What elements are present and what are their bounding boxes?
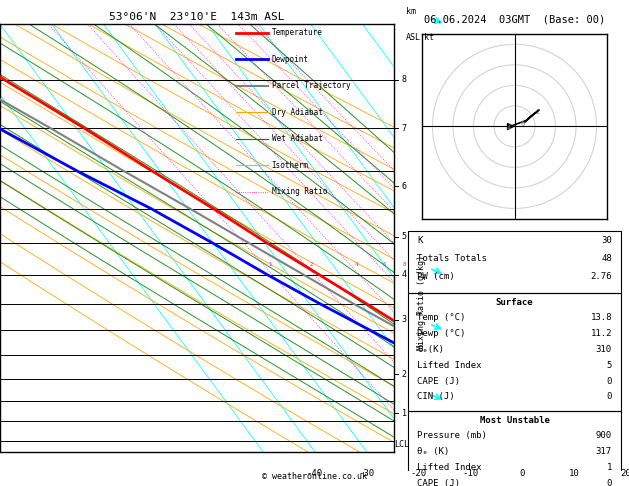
Text: 13.8: 13.8 xyxy=(591,313,612,323)
Text: 10: 10 xyxy=(569,469,579,478)
Text: Mixing Ratio: Mixing Ratio xyxy=(272,188,327,196)
Text: 5: 5 xyxy=(401,232,406,241)
Text: 06.06.2024  03GMT  (Base: 00): 06.06.2024 03GMT (Base: 00) xyxy=(424,15,605,25)
Text: Pressure (mb): Pressure (mb) xyxy=(417,431,487,440)
Text: 30: 30 xyxy=(601,236,612,245)
Text: PW (cm): PW (cm) xyxy=(417,272,455,281)
Text: 2.76: 2.76 xyxy=(591,272,612,281)
Text: 11.2: 11.2 xyxy=(591,329,612,338)
Text: ASL: ASL xyxy=(406,33,421,42)
Text: 0: 0 xyxy=(521,122,525,127)
Text: Most Unstable: Most Unstable xyxy=(479,416,550,425)
Text: θₑ (K): θₑ (K) xyxy=(417,447,449,456)
Text: CIN (J): CIN (J) xyxy=(417,392,455,401)
Text: 5: 5 xyxy=(606,361,612,370)
Text: 4: 4 xyxy=(506,125,511,132)
Text: θₑ(K): θₑ(K) xyxy=(417,345,444,354)
Text: LCL: LCL xyxy=(394,440,409,449)
Text: 8: 8 xyxy=(403,262,406,267)
Text: Lifted Index: Lifted Index xyxy=(417,463,482,472)
Text: Dry Adiabat: Dry Adiabat xyxy=(272,108,323,117)
Text: Temp (°C): Temp (°C) xyxy=(417,313,465,323)
Text: 1: 1 xyxy=(606,463,612,472)
Text: 1: 1 xyxy=(268,262,271,267)
Text: K: K xyxy=(417,236,423,245)
Text: Temperature: Temperature xyxy=(272,28,323,37)
Text: 4: 4 xyxy=(355,262,358,267)
Title: 53°06'N  23°10'E  143m ASL: 53°06'N 23°10'E 143m ASL xyxy=(109,12,284,22)
Text: -10: -10 xyxy=(462,469,479,478)
Text: 0: 0 xyxy=(606,479,612,486)
Text: 7: 7 xyxy=(401,124,406,133)
Text: 900: 900 xyxy=(596,431,612,440)
Text: Isotherm: Isotherm xyxy=(272,161,309,170)
Text: -30: -30 xyxy=(359,469,375,478)
Text: Mixing Ratio (g/kg): Mixing Ratio (g/kg) xyxy=(417,255,426,350)
Text: 310: 310 xyxy=(596,345,612,354)
Text: -40: -40 xyxy=(307,469,323,478)
Text: CAPE (J): CAPE (J) xyxy=(417,377,460,386)
Text: Lifted Index: Lifted Index xyxy=(417,361,482,370)
Text: -20: -20 xyxy=(411,469,426,478)
Text: 317: 317 xyxy=(596,447,612,456)
Text: 8: 8 xyxy=(401,75,406,85)
Text: Totals Totals: Totals Totals xyxy=(417,254,487,263)
Text: 4: 4 xyxy=(401,270,406,279)
Text: 6: 6 xyxy=(401,182,406,191)
Text: 2: 2 xyxy=(401,370,406,379)
Text: 0: 0 xyxy=(606,377,612,386)
Text: 2: 2 xyxy=(310,262,313,267)
Text: Dewpoint: Dewpoint xyxy=(272,55,309,64)
Text: 3: 3 xyxy=(401,315,406,325)
Text: km: km xyxy=(406,7,416,16)
Text: Parcel Trajectory: Parcel Trajectory xyxy=(272,81,350,90)
Text: kt: kt xyxy=(424,33,434,42)
Text: 0: 0 xyxy=(520,469,525,478)
Text: 2: 2 xyxy=(535,109,539,115)
Text: 6: 6 xyxy=(382,262,386,267)
Text: 20: 20 xyxy=(620,469,629,478)
Text: 1: 1 xyxy=(401,409,406,417)
Text: © weatheronline.co.uk: © weatheronline.co.uk xyxy=(262,472,367,481)
Text: CAPE (J): CAPE (J) xyxy=(417,479,460,486)
Text: 0: 0 xyxy=(606,392,612,401)
Text: Dewp (°C): Dewp (°C) xyxy=(417,329,465,338)
Text: Surface: Surface xyxy=(496,297,533,307)
Text: Wet Adiabat: Wet Adiabat xyxy=(272,135,323,143)
Text: 48: 48 xyxy=(601,254,612,263)
